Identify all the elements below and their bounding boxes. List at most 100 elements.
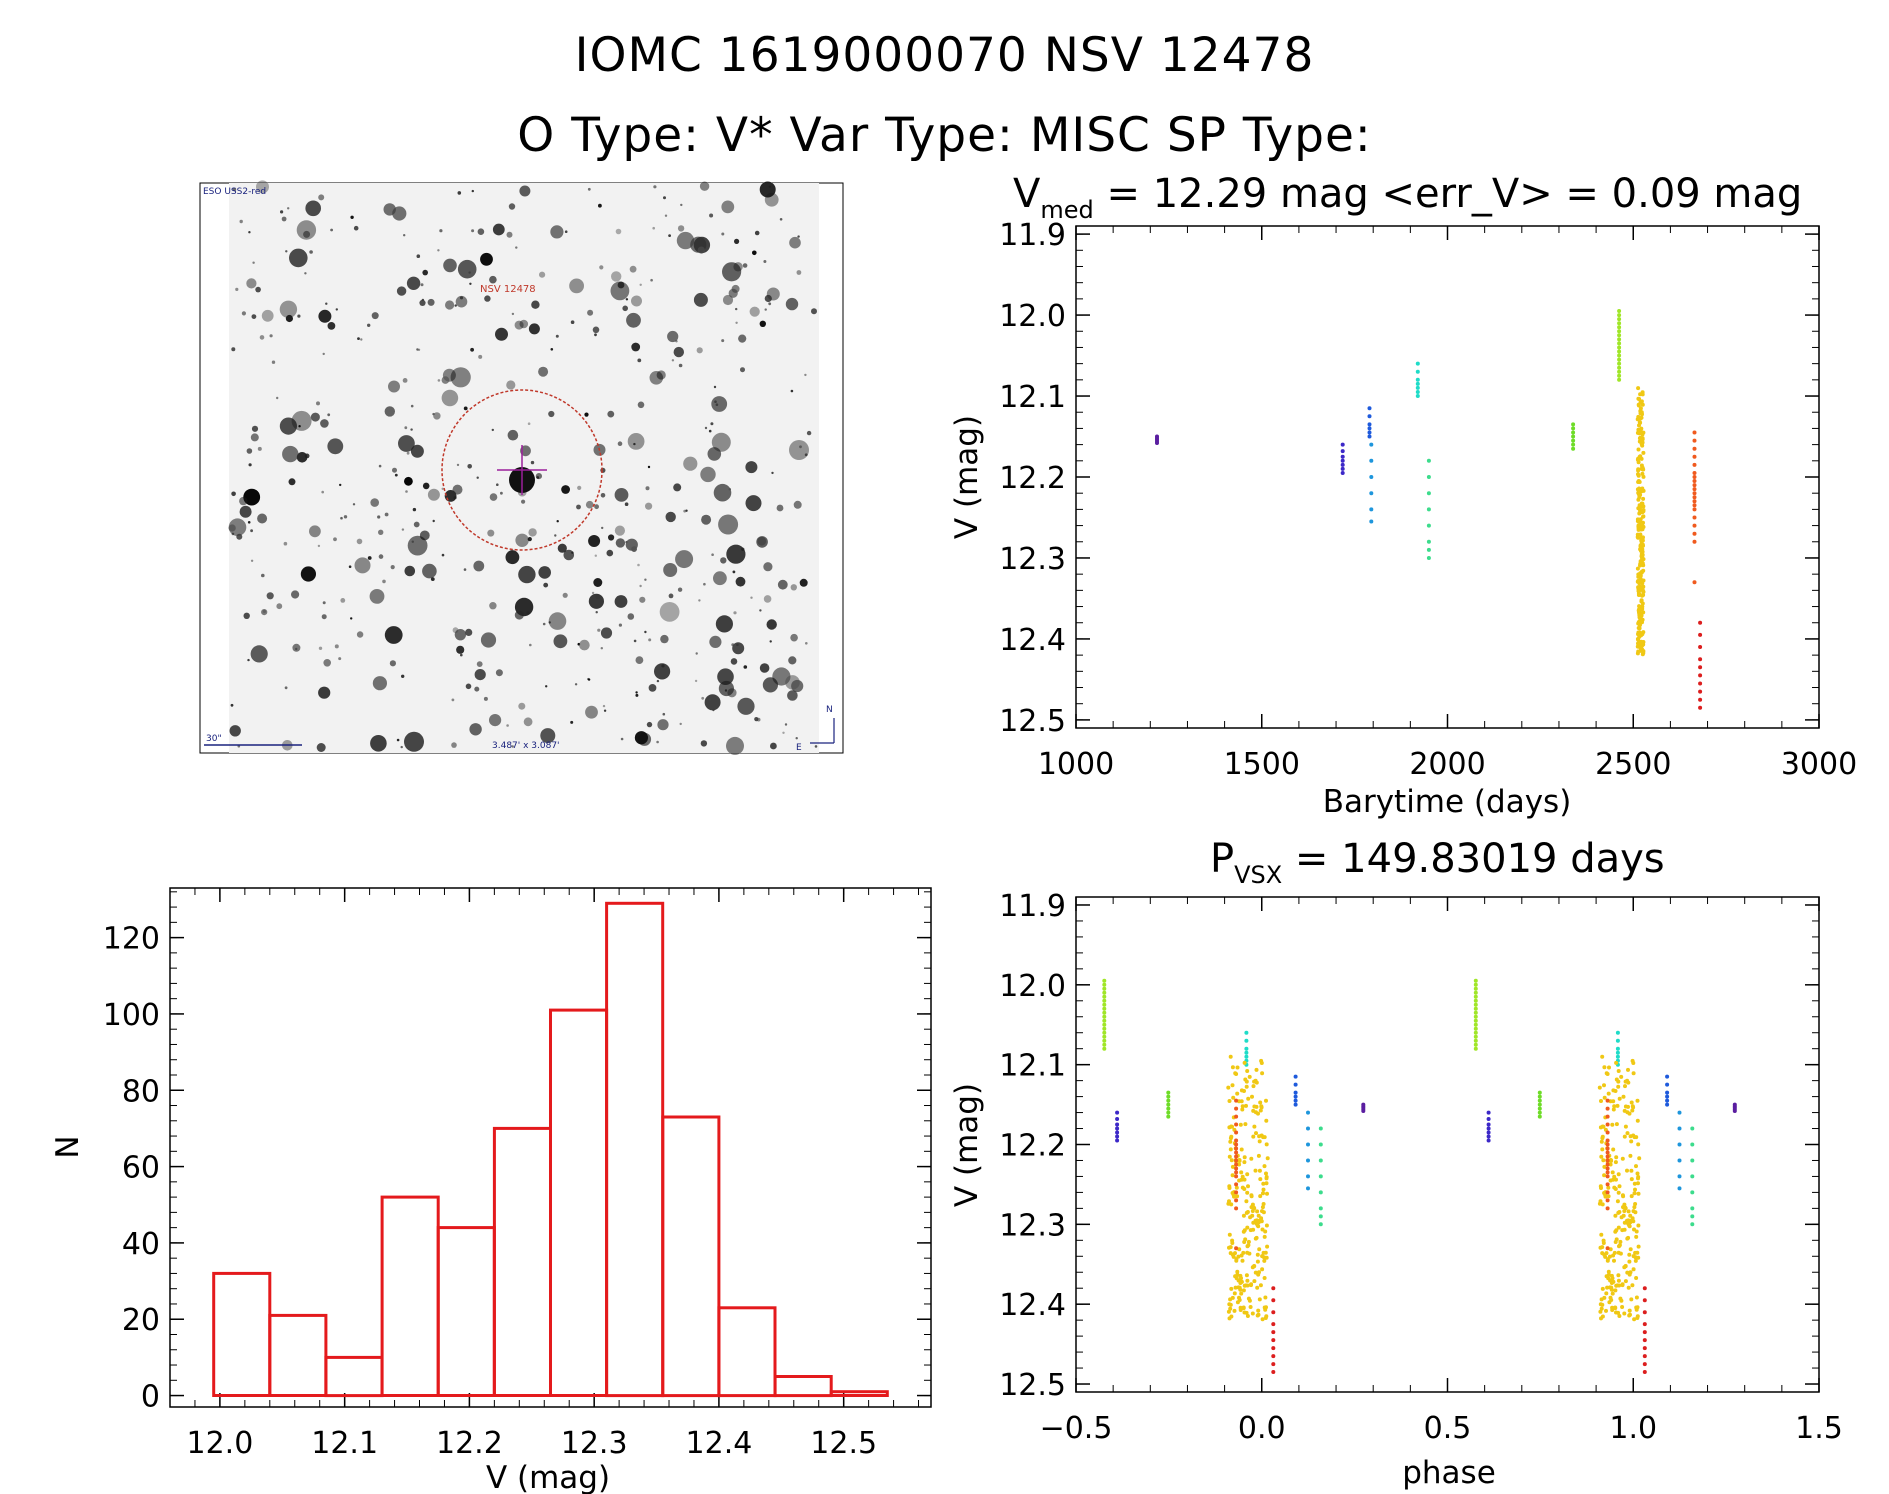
star <box>637 358 642 363</box>
lc-ylabel: V (mag) <box>949 415 985 539</box>
star <box>764 308 767 311</box>
ph-point <box>1609 1273 1614 1278</box>
star <box>252 261 255 264</box>
ph-point <box>1318 1222 1323 1227</box>
star <box>285 314 293 323</box>
ph-point <box>1612 1258 1616 1263</box>
star <box>291 590 300 599</box>
ph-point <box>1102 990 1107 995</box>
lc-point <box>1692 462 1697 467</box>
ph-point <box>1230 1241 1235 1245</box>
star <box>250 559 254 562</box>
ph-point <box>1635 1098 1640 1103</box>
ph-point <box>1263 1229 1268 1234</box>
ph-point <box>1102 994 1107 999</box>
ph-point <box>1239 1147 1244 1152</box>
ph-point <box>1245 1250 1250 1255</box>
ph-point <box>1605 1170 1610 1175</box>
lc-point <box>1415 377 1420 382</box>
star <box>357 337 360 340</box>
ph-point <box>1239 1099 1244 1104</box>
ph-point <box>1244 1103 1248 1108</box>
ph-point <box>1631 1209 1636 1214</box>
star <box>257 446 262 451</box>
ph-point <box>1600 1054 1605 1059</box>
star <box>676 231 695 250</box>
star <box>228 524 236 532</box>
ph-point <box>1473 982 1478 987</box>
star <box>388 380 400 393</box>
star <box>814 745 818 748</box>
star <box>597 628 601 632</box>
ph-point <box>1665 1102 1670 1107</box>
ph-point <box>1623 1084 1627 1089</box>
ph-point <box>1615 1050 1620 1055</box>
ph-point <box>1620 1305 1625 1309</box>
star <box>756 717 761 722</box>
star-field <box>228 180 818 755</box>
ph-point <box>1605 1190 1610 1195</box>
star <box>247 521 251 524</box>
star <box>592 326 600 334</box>
star <box>335 308 338 311</box>
ph-point <box>1486 1134 1491 1139</box>
ph-point <box>1241 1229 1246 1234</box>
ph-point <box>1600 1202 1605 1207</box>
star <box>400 745 403 749</box>
ph-point <box>1606 1185 1611 1190</box>
ph-point <box>1599 1099 1603 1103</box>
ph-point <box>1227 1184 1232 1189</box>
star <box>470 347 474 352</box>
star <box>403 234 406 237</box>
ph-point <box>1228 1139 1233 1144</box>
star <box>713 483 732 502</box>
ph-point <box>1239 1170 1244 1175</box>
lc-point <box>1692 531 1697 536</box>
ph-point <box>1631 1267 1636 1272</box>
star <box>635 691 638 694</box>
star <box>799 578 808 587</box>
lc-points <box>1155 309 1703 710</box>
star <box>703 582 706 586</box>
star <box>793 500 802 509</box>
star <box>496 483 499 487</box>
star <box>759 320 766 327</box>
star <box>285 250 288 253</box>
star <box>678 363 683 368</box>
ph-point <box>1616 1172 1621 1177</box>
lc-point <box>1617 341 1622 346</box>
lc-point <box>1636 527 1641 532</box>
ph-point <box>1254 1131 1258 1136</box>
ph-ytick-label: 12.3 <box>999 1208 1066 1243</box>
star <box>343 515 348 519</box>
star <box>427 488 440 501</box>
star <box>441 553 445 557</box>
ph-point <box>1622 1265 1627 1270</box>
ph-point <box>1230 1124 1234 1129</box>
star <box>776 504 784 512</box>
ph-point <box>1245 1225 1250 1230</box>
ph-point <box>1253 1168 1258 1173</box>
ph-point <box>1234 1162 1239 1167</box>
lc-point <box>1636 386 1641 391</box>
ph-point <box>1271 1354 1276 1359</box>
star <box>411 540 414 543</box>
star <box>416 254 421 258</box>
lc-point <box>1571 430 1576 435</box>
ph-point <box>1599 1232 1604 1237</box>
ph-point <box>1605 1174 1610 1179</box>
ph-point <box>1690 1206 1695 1211</box>
star <box>603 709 607 712</box>
ph-point <box>1631 1219 1636 1224</box>
ph-point <box>1602 1095 1607 1100</box>
lc-xtick-label: 1000 <box>1038 747 1114 782</box>
star <box>610 281 630 301</box>
ph-point <box>1605 1154 1610 1159</box>
ph-point <box>1246 1296 1251 1301</box>
lc-point <box>1641 651 1646 655</box>
ph-point <box>1605 1285 1610 1290</box>
ph-point <box>1620 1156 1625 1161</box>
ph-point <box>1618 1239 1623 1244</box>
ph-point <box>1271 1370 1276 1374</box>
star <box>250 645 268 663</box>
